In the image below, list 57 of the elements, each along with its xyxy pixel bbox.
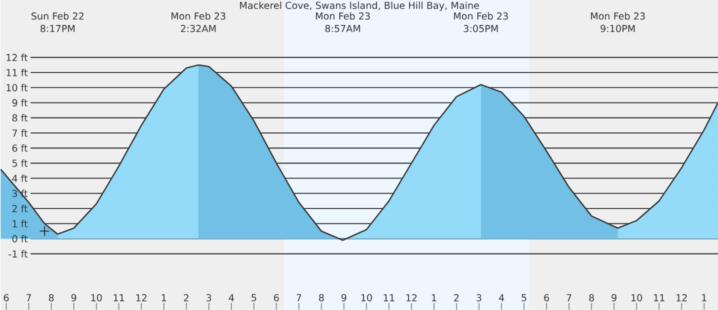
annotation: 8:57AM bbox=[325, 24, 360, 32]
y-tick-label: 7 ft bbox=[12, 129, 28, 137]
x-tick-label: 9 bbox=[341, 294, 346, 302]
x-tick-label: 5 bbox=[252, 294, 256, 302]
annotation: 2:32AM bbox=[180, 24, 216, 32]
x-tick-label: 6 bbox=[544, 294, 549, 302]
x-tick-label: 11 bbox=[384, 294, 394, 302]
annotation: 3:05PM bbox=[464, 24, 498, 32]
x-tick-label: 12 bbox=[406, 294, 417, 302]
x-tick-label: 8 bbox=[48, 294, 54, 302]
x-tick-label: 1 bbox=[432, 294, 436, 302]
x-tick-label: 9 bbox=[612, 294, 616, 302]
annotation: Mon Feb 23 bbox=[591, 12, 645, 20]
y-tick-label: -1 ft bbox=[8, 250, 28, 258]
x-tick-label: 8 bbox=[319, 294, 324, 302]
x-tick-label: 7 bbox=[566, 294, 572, 302]
x-tick-label: 11 bbox=[114, 294, 124, 302]
x-tick-label: 2 bbox=[184, 294, 188, 302]
x-tick-label: 2 bbox=[454, 294, 459, 302]
x-tick-label: 4 bbox=[228, 294, 234, 302]
x-tick-label: 1 bbox=[162, 294, 166, 302]
x-tick-label: 9 bbox=[71, 294, 76, 302]
chart-title: Mackerel Cove, Swans Island, Blue Hill Bay, Maine bbox=[240, 2, 479, 11]
x-tick-label: 6 bbox=[4, 294, 9, 302]
x-tick-label: 1 bbox=[702, 294, 706, 302]
annotation: Mon Feb 23 bbox=[172, 12, 226, 20]
annotation: Mon Feb 23 bbox=[454, 12, 508, 20]
x-tick-label: 4 bbox=[498, 294, 504, 302]
x-tick-label: 11 bbox=[654, 294, 664, 302]
y-tick-label: 3 ft bbox=[12, 190, 28, 198]
x-tick-label: 3 bbox=[476, 294, 482, 302]
x-tick-label: 7 bbox=[296, 294, 302, 302]
x-tick-label: 10 bbox=[361, 294, 372, 302]
y-tick-label: 12 ft bbox=[6, 54, 28, 62]
x-tick-label: 7 bbox=[26, 294, 32, 302]
x-tick-label: 8 bbox=[589, 294, 594, 302]
y-tick-label: 5 ft bbox=[12, 159, 28, 167]
y-tick-label: 10 ft bbox=[6, 84, 28, 92]
annotation: 8:17PM bbox=[40, 24, 75, 32]
y-tick-label: 11 ft bbox=[6, 68, 28, 76]
x-tick-label: 10 bbox=[632, 294, 642, 302]
x-tick-label: 3 bbox=[206, 294, 212, 302]
y-tick-label: 6 ft bbox=[12, 144, 28, 152]
x-tick-label: 12 bbox=[136, 294, 146, 302]
annotation: 9:10PM bbox=[600, 24, 635, 32]
x-tick-label: 5 bbox=[522, 294, 526, 302]
y-tick-label: 9 ft bbox=[12, 99, 28, 106]
x-tick-label: 12 bbox=[676, 294, 687, 302]
y-tick-label: 1 ft bbox=[12, 220, 28, 228]
y-tick-label: 4 ft bbox=[12, 174, 28, 182]
y-tick-label: 8 ft bbox=[12, 114, 28, 122]
x-tick-label: 10 bbox=[91, 294, 102, 302]
y-tick-label: 0 ft bbox=[12, 234, 28, 242]
y-tick-label: 2 ft bbox=[12, 204, 28, 212]
annotation: Mon Feb 23 bbox=[316, 12, 370, 20]
x-tick-label: 6 bbox=[274, 294, 279, 302]
annotation: Sun Feb 22 bbox=[32, 12, 84, 20]
